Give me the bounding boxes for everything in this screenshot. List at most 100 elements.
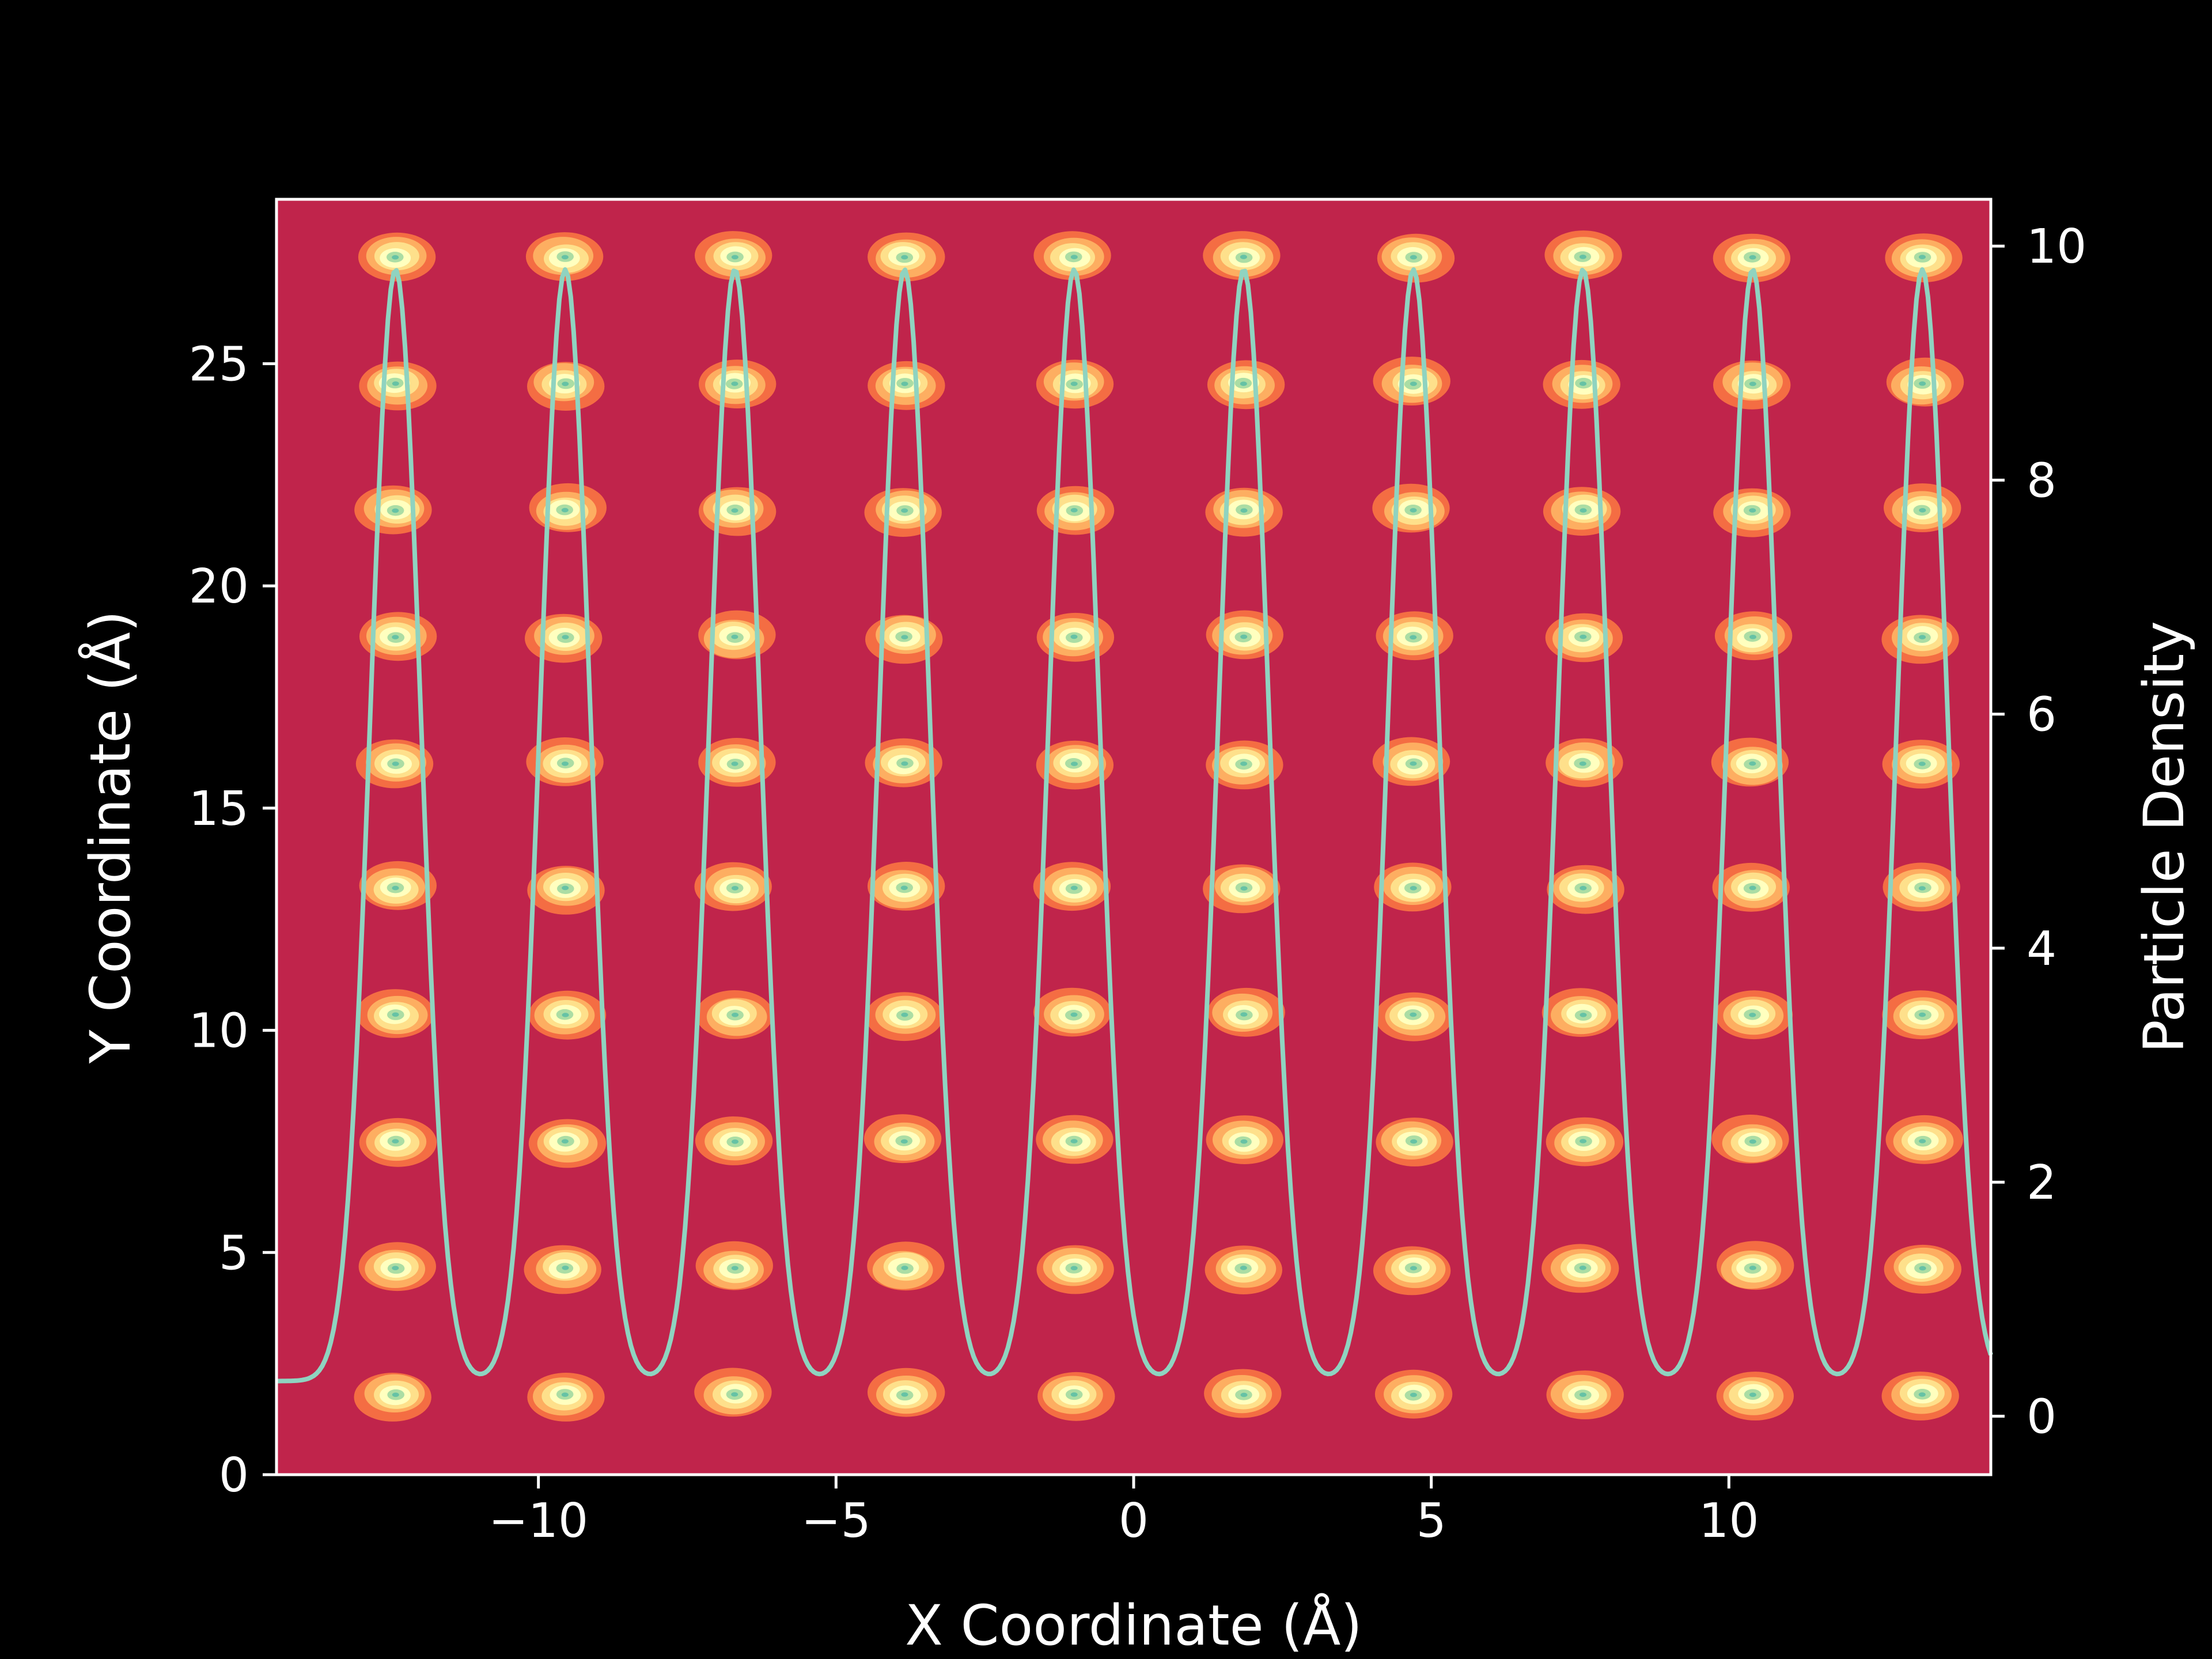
contour-spot	[525, 613, 603, 663]
contour-level-5	[562, 635, 569, 639]
contour-spot	[1033, 862, 1111, 911]
contour-level-5	[732, 1139, 738, 1144]
contour-level-5	[392, 255, 399, 260]
contour-level-5	[392, 1392, 399, 1397]
y2-tick-label: 4	[2027, 922, 2056, 976]
contour-level-5	[1240, 1139, 1248, 1144]
contour-spot	[524, 1245, 601, 1294]
contour-spot	[1543, 487, 1621, 536]
contour-level-5	[1240, 508, 1248, 513]
contour-spot	[1711, 737, 1789, 787]
contour-level-5	[901, 381, 908, 387]
contour-level-5	[562, 762, 569, 766]
contour-level-5	[1919, 1012, 1926, 1017]
y2-tick-label: 0	[2027, 1389, 2056, 1444]
contour-level-5	[1410, 635, 1417, 640]
contour-level-5	[732, 886, 738, 891]
contour-level-5	[900, 1139, 908, 1144]
contour-spot	[1547, 865, 1624, 914]
contour-level-5	[1749, 1013, 1756, 1017]
contour-level-5	[1070, 885, 1078, 891]
contour-level-5	[901, 1012, 908, 1017]
contour-spot	[1203, 231, 1281, 280]
contour-spot	[1713, 488, 1791, 537]
contour-level-5	[392, 762, 399, 766]
contour-spot	[1374, 992, 1453, 1041]
y2-tick-label: 6	[2027, 688, 2056, 743]
contour-spot	[1036, 1245, 1114, 1294]
contour-spot	[868, 361, 945, 410]
x-axis: −10 −5 0 5 10	[488, 1475, 1759, 1548]
contour-spot	[359, 861, 437, 910]
contour-spot	[1036, 1115, 1113, 1164]
contour-spot	[695, 231, 772, 280]
contour-level-5	[1410, 1266, 1417, 1271]
contour-spot	[1543, 359, 1620, 409]
contour-level-5	[1070, 381, 1078, 387]
contour-level-5	[731, 634, 738, 639]
contour-spot	[1374, 862, 1452, 912]
contour-level-5	[900, 885, 908, 891]
contour-spot	[1886, 357, 1964, 407]
contour-spot	[1882, 990, 1960, 1039]
y2-tick-label: 8	[2027, 453, 2056, 508]
y-tick-label: 10	[189, 1004, 249, 1059]
contour-spot	[354, 485, 432, 535]
x-tick-label: 10	[1699, 1494, 1759, 1548]
contour-level-5	[1410, 381, 1417, 387]
contour-spot	[1885, 1115, 1963, 1164]
y2-axis-label: Particle Density	[2132, 621, 2196, 1053]
contour-level-5	[1580, 1139, 1587, 1143]
contour-level-5	[1580, 381, 1586, 386]
contour-spot	[528, 1119, 607, 1168]
contour-spot	[1711, 1115, 1789, 1164]
y-axis-label: Y Coordinate (Å)	[78, 611, 143, 1065]
contour-spot	[1544, 230, 1622, 279]
contour-level-5	[562, 381, 569, 387]
contour-spot	[1207, 360, 1285, 410]
contour-spot	[1036, 740, 1114, 790]
contour-spot	[694, 862, 772, 911]
contour-spot	[1377, 233, 1455, 283]
contour-spot	[528, 990, 607, 1040]
contour-spot	[1884, 483, 1961, 532]
contour-level-5	[1240, 1012, 1248, 1017]
contour-spot	[695, 990, 774, 1039]
contour-level-5	[1580, 1013, 1587, 1017]
contour-spot	[695, 1116, 773, 1165]
contour-spot	[698, 487, 777, 536]
contour-level-5	[1749, 508, 1756, 513]
contour-level-5	[731, 255, 738, 260]
contour-level-5	[1749, 1392, 1756, 1397]
contour-level-5	[562, 885, 569, 891]
contour-spot	[1714, 611, 1793, 661]
contour-level-5	[1070, 507, 1078, 513]
contour-spot	[358, 232, 436, 282]
contour-level-5	[1240, 762, 1248, 766]
y-tick-label: 0	[219, 1448, 249, 1503]
contour-spot	[1205, 1245, 1282, 1295]
contour-level-5	[1919, 508, 1926, 513]
contour-spot	[529, 483, 607, 532]
contour-spot	[527, 362, 605, 411]
contour-level-5	[1749, 635, 1756, 639]
contour-spot	[1376, 611, 1453, 661]
contour-level-5	[1919, 381, 1926, 386]
y-axis-left: 0 5 10 15 20 25	[189, 337, 276, 1503]
contour-level-5	[1580, 885, 1587, 891]
contour-spot	[1033, 231, 1111, 281]
contour-spot	[1372, 737, 1450, 786]
contour-level-5	[731, 1266, 738, 1271]
y-tick-label: 15	[189, 782, 249, 836]
contour-level-5	[1580, 1392, 1586, 1397]
contour-level-5	[392, 1139, 399, 1143]
contour-level-5	[1919, 255, 1926, 260]
contour-spot	[694, 1368, 772, 1417]
contour-level-5	[901, 761, 908, 766]
contour-level-5	[1410, 255, 1417, 260]
y-tick-label: 20	[189, 559, 249, 614]
contour-level-5	[1240, 381, 1247, 386]
contour-level-5	[1919, 1139, 1926, 1143]
contour-level-5	[731, 1392, 738, 1397]
